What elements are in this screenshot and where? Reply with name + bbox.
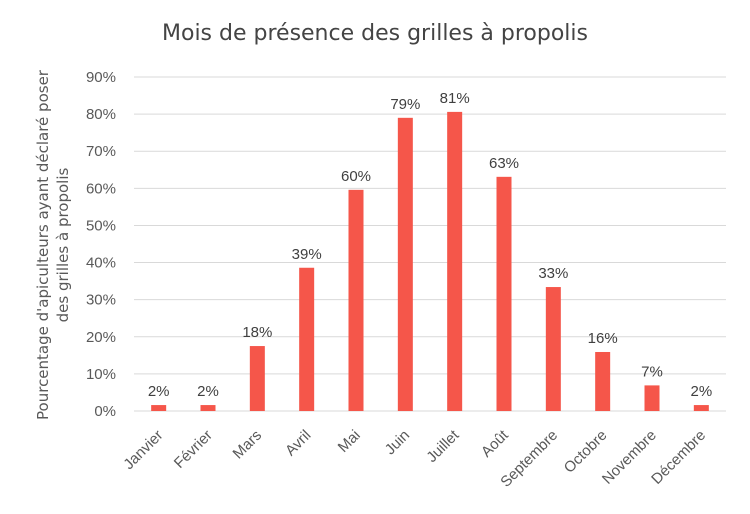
y-axis-ticks: 0% 10% 20% 30% 40% 50% 60% 70% 80% 90% xyxy=(86,69,116,420)
bars xyxy=(151,111,709,412)
x-tick-label: Juillet xyxy=(423,426,463,466)
data-label: 7% xyxy=(641,363,663,380)
y-tick-label: 80% xyxy=(86,106,116,123)
data-label: 16% xyxy=(588,330,618,347)
y-tick-label: 40% xyxy=(86,255,116,272)
y-tick-label: 30% xyxy=(86,292,116,309)
chart-title: Mois de présence des grilles à propolis xyxy=(162,21,588,46)
x-tick-label: Mai xyxy=(335,427,364,456)
bar xyxy=(249,346,265,411)
data-labels: 2% 2% 18% 39% 60% 79% 81% 63% 33% 16% 7% 2% xyxy=(148,90,712,400)
bar xyxy=(397,117,413,412)
data-label: 33% xyxy=(538,265,568,282)
bar xyxy=(447,111,463,411)
x-tick-label: Janvier xyxy=(120,427,166,473)
bar xyxy=(644,385,660,411)
bar xyxy=(299,267,315,411)
data-label: 2% xyxy=(148,383,170,400)
y-tick-label: 20% xyxy=(86,329,116,346)
y-axis-title-line-1: Pourcentage d'apiculteurs ayant déclaré … xyxy=(34,69,52,420)
y-axis-title-line-2: des grilles à propolis xyxy=(54,167,72,322)
y-tick-label: 90% xyxy=(86,69,116,86)
data-label: 2% xyxy=(197,383,219,400)
data-label: 18% xyxy=(242,324,272,341)
y-tick-label: 50% xyxy=(86,217,116,234)
y-tick-label: 60% xyxy=(86,180,116,197)
x-tick-label: Mars xyxy=(230,427,266,463)
bar xyxy=(496,176,512,411)
data-label: 81% xyxy=(440,90,470,107)
data-label: 79% xyxy=(390,96,420,113)
x-tick-label: Décembre xyxy=(648,427,709,488)
y-tick-label: 10% xyxy=(86,366,116,383)
x-tick-label: Juin xyxy=(382,427,413,458)
bar xyxy=(200,405,216,411)
x-tick-label: Août xyxy=(478,426,512,460)
y-tick-label: 70% xyxy=(86,143,116,160)
gridlines xyxy=(134,76,726,412)
x-tick-label: Avril xyxy=(282,427,314,459)
bar xyxy=(693,405,709,411)
x-axis-ticks: Janvier Février Mars Avril Mai Juin Juillet Aoû… xyxy=(120,426,709,490)
bar xyxy=(348,189,364,411)
data-label: 63% xyxy=(489,155,519,172)
x-tick-label: Février xyxy=(171,427,216,472)
bar xyxy=(151,405,167,411)
x-tick-label: Octobre xyxy=(561,427,611,477)
y-tick-label: 0% xyxy=(94,403,116,420)
bar xyxy=(545,287,561,411)
data-label: 60% xyxy=(341,168,371,185)
data-label: 39% xyxy=(292,246,322,263)
bar xyxy=(595,351,611,411)
data-label: 2% xyxy=(690,383,712,400)
